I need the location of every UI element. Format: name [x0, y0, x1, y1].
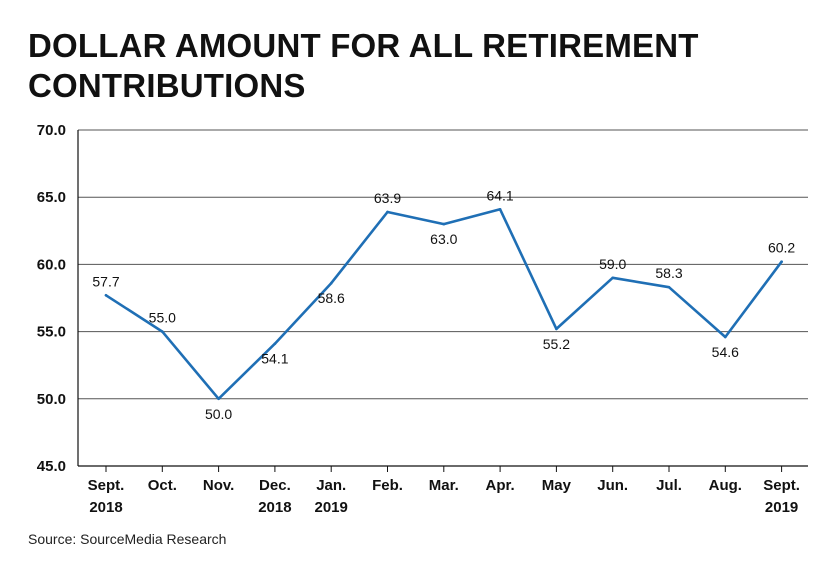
x-tick-label-jul: Jul.	[656, 477, 682, 494]
data-label: 59.0	[599, 256, 626, 272]
y-tick-label-70.0: 70.0	[37, 122, 66, 139]
x-tick-label-mar: Mar.	[429, 477, 459, 494]
data-point	[555, 327, 558, 331]
x-tick-label-may: May	[542, 477, 572, 494]
data-point	[724, 335, 727, 339]
y-axis: 45.0 50.0 55.0 60.0 65.0 70.0	[37, 122, 79, 475]
data-point	[273, 342, 277, 345]
x-tick-label-oct: Oct.	[148, 477, 177, 494]
x-tick-label-apr: Apr.	[486, 477, 515, 494]
y-tick-label-45.0: 45.0	[37, 458, 66, 475]
x-tick-label-feb: Feb.	[372, 477, 403, 494]
x-tick-label-dec: Dec.	[259, 477, 291, 494]
y-tick-label-60.0: 60.0	[37, 256, 66, 273]
data-point	[611, 276, 614, 280]
x-tick-label-jun: Jun.	[597, 477, 628, 494]
gridlines	[78, 129, 808, 400]
data-point	[329, 281, 333, 285]
data-labels: 57.7 55.0 50.0 54.1 58.6 63.9 63.0 64.1 55.2 59.0…	[92, 187, 795, 422]
x-tick-label-sept: Sept.	[763, 477, 800, 494]
data-point	[217, 397, 220, 401]
data-label: 54.6	[712, 344, 739, 360]
data-point	[386, 210, 389, 214]
chart-title: DOLLAR AMOUNT FOR ALL RETIREMENT CONTRIB…	[28, 26, 808, 106]
data-point	[442, 222, 446, 226]
data-label: 57.7	[92, 273, 119, 289]
chart-title-line-2: CONTRIBUTIONS	[28, 67, 306, 104]
x-tick-label-jan: Jan.	[316, 477, 346, 494]
x-axis: Sept. 2018 Oct. Nov. Dec. 2018 Jan. 2019 Feb. Mar…	[78, 465, 808, 516]
data-point	[667, 285, 671, 289]
data-label: 55.2	[543, 336, 570, 352]
data-point	[104, 294, 108, 297]
data-point	[498, 207, 502, 211]
data-label: 64.1	[486, 187, 513, 203]
x-tick-label-nov: Nov.	[203, 477, 234, 494]
x-tick-label-aug: Aug.	[709, 477, 742, 494]
data-label: 54.1	[261, 351, 288, 367]
x-tick-label-2019: 2019	[315, 499, 348, 516]
x-tick-label-2018: 2018	[89, 499, 122, 516]
data-label: 63.9	[374, 190, 401, 206]
source-note: Source: SourceMedia Research	[28, 531, 227, 547]
x-tick-label-sept: Sept.	[88, 477, 125, 494]
series-line-group	[104, 207, 783, 401]
x-tick-label-2019: 2019	[765, 499, 798, 516]
y-tick-label-55.0: 55.0	[37, 324, 66, 341]
x-tick-label-2018: 2018	[258, 499, 291, 516]
data-label: 50.0	[205, 406, 232, 422]
data-label: 58.3	[655, 265, 682, 281]
y-tick-label-50.0: 50.0	[37, 391, 66, 408]
data-point	[161, 330, 164, 333]
data-label: 63.0	[430, 231, 457, 247]
y-tick-label-65.0: 65.0	[37, 189, 66, 206]
data-point	[780, 260, 783, 264]
data-label: 60.2	[768, 240, 795, 256]
data-label: 55.0	[149, 310, 176, 326]
chart-title-line-1: DOLLAR AMOUNT FOR ALL RETIREMENT	[28, 27, 699, 64]
line-chart: 45.0 50.0 55.0 60.0 65.0 70.0 Sept. 2018 Oct. No…	[37, 122, 808, 516]
data-label: 58.6	[318, 290, 345, 306]
